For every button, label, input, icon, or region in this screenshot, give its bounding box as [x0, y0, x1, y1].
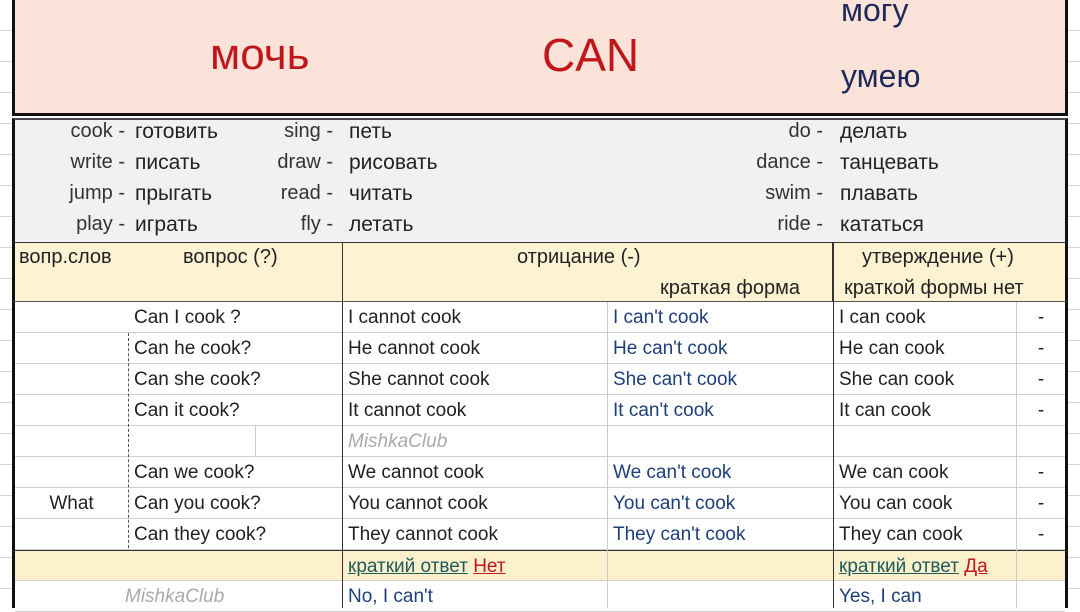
column-divider	[342, 302, 343, 608]
table-row: краткий ответ Нет краткий ответ Да	[15, 550, 1065, 581]
affirmation-cell: It can cook	[839, 400, 931, 421]
short-form-cell: He can't cook	[613, 338, 728, 359]
vocab-en: do -	[788, 120, 823, 142]
column-divider	[607, 302, 608, 608]
affirmation-cell: We can cook	[839, 462, 949, 483]
affirmation-cell: He can cook	[839, 338, 945, 359]
affirmation-cell: I can cook	[839, 307, 926, 328]
vocab-ru: рисовать	[349, 151, 438, 174]
table-row: Can we cook? We cannot cook We can't cook W…	[15, 457, 1065, 488]
vocab-ru: писать	[135, 151, 201, 174]
header-qword: вопр.слов	[19, 246, 112, 268]
vocabulary-block	[12, 118, 1068, 242]
header-affirmation: утверждение (+)	[862, 246, 1014, 268]
affirmation-cell: They can cook	[839, 524, 963, 545]
vocab-ru: играть	[135, 213, 198, 236]
dash-cell: -	[1037, 524, 1045, 545]
column-divider	[1016, 302, 1017, 608]
watermark: MishkaClub	[348, 431, 448, 452]
table-header: вопр.слов вопрос (?) отрицание (-) кратк…	[12, 242, 1068, 303]
short-form-cell: She can't cook	[613, 369, 738, 390]
table-row: MishkaClub No, I can't Yes, I can	[15, 581, 1065, 612]
vocab-ru: кататься	[840, 213, 924, 236]
table-row: MishkaClub	[15, 426, 1065, 457]
negation-cell: It cannot cook	[348, 400, 467, 421]
vocab-en: fly -	[300, 213, 333, 235]
negation-cell: I cannot cook	[348, 307, 462, 328]
short-form-cell: I can't cook	[613, 307, 709, 328]
column-divider	[833, 302, 834, 608]
qword-cell: What	[49, 493, 94, 514]
short-form-cell: They can't cook	[613, 524, 746, 545]
table-row: Can I cook ? I cannot cook I can't cook I c…	[15, 302, 1065, 333]
vocab-en: write -	[70, 151, 125, 173]
short-answer-yes-label: краткий ответ Да	[833, 551, 1066, 582]
vocab-en: read -	[280, 182, 333, 204]
table-row: Can he cook? He cannot cook He can't cook H…	[15, 333, 1065, 364]
table-row: Can it cook? It cannot cook It can't cook I…	[15, 395, 1065, 426]
vocab-en: draw -	[277, 151, 333, 173]
vocab-en: ride -	[777, 213, 823, 235]
header-question: вопрос (?)	[183, 246, 278, 268]
dash-cell: -	[1037, 369, 1045, 390]
vocab-en: dance -	[756, 151, 823, 173]
table-row: Can they cook? They cannot cook They can't…	[15, 519, 1065, 550]
short-answer-yes: Да	[964, 556, 988, 577]
meaning-1: могу	[841, 0, 909, 28]
affirmation-cell: You can cook	[839, 493, 953, 514]
vocab-en: sing -	[284, 120, 333, 142]
title-en: CAN	[542, 29, 640, 81]
question-cell: Can she cook?	[134, 369, 261, 390]
negation-cell: She cannot cook	[348, 369, 490, 390]
vocab-en: jump -	[69, 182, 125, 204]
question-cell: Can we cook?	[134, 462, 255, 483]
vocab-ru: читать	[349, 182, 413, 205]
vocab-ru: готовить	[135, 120, 218, 143]
question-cell: Can they cook?	[134, 524, 267, 545]
short-form-cell: It can't cook	[613, 400, 714, 421]
table-row: Can she cook? She cannot cook She can't co…	[15, 364, 1065, 395]
table-row: What Can you cook? You cannot cook You can'…	[15, 488, 1065, 519]
title-banner: мочь CAN могу умею	[12, 0, 1068, 116]
column-divider	[128, 333, 129, 548]
short-form-cell: You can't cook	[613, 493, 736, 514]
dash-cell: -	[1037, 493, 1045, 514]
vocab-en: cook -	[70, 120, 125, 142]
meaning-2: умею	[841, 58, 921, 94]
affirmation-cell: She can cook	[839, 369, 955, 390]
yes-answer-cell: Yes, I can	[839, 586, 922, 607]
short-form-cell: We can't cook	[613, 462, 732, 483]
negation-cell: We cannot cook	[348, 462, 484, 483]
negation-cell: You cannot cook	[348, 493, 488, 514]
vocab-ru: плавать	[840, 182, 919, 205]
header-negation: отрицание (-)	[517, 246, 641, 268]
dash-cell: -	[1037, 338, 1045, 359]
no-answer-cell: No, I can't	[348, 586, 433, 607]
vocab-ru: танцевать	[840, 151, 939, 174]
dash-cell: -	[1037, 462, 1045, 483]
short-answer-label: краткий ответ	[348, 556, 468, 577]
negation-cell: He cannot cook	[348, 338, 481, 359]
question-cell: Can you cook?	[134, 493, 261, 514]
header-short-form: краткая форма	[660, 277, 800, 299]
question-cell: Can it cook?	[134, 400, 240, 421]
question-cell: Can I cook ?	[134, 307, 241, 328]
vocab-en: play -	[76, 213, 125, 235]
vocab-ru: петь	[349, 120, 392, 143]
question-cell: Can he cook?	[134, 338, 252, 359]
short-answer-no: Нет	[473, 556, 506, 577]
vocab-ru: прыгать	[135, 182, 213, 205]
negation-cell: They cannot cook	[348, 524, 498, 545]
vocab-ru: летать	[349, 213, 414, 236]
short-answer-label: краткий ответ	[839, 556, 959, 577]
short-answer-no-label: краткий ответ Нет	[342, 551, 607, 582]
header-no-short-form: краткой формы нет	[844, 277, 1024, 299]
vocab-ru: делать	[840, 120, 908, 143]
vocab-en: swim -	[765, 182, 823, 204]
watermark: MishkaClub	[125, 586, 225, 607]
title-ru: мочь	[210, 30, 310, 79]
dash-cell: -	[1037, 400, 1045, 421]
dash-cell: -	[1037, 307, 1045, 328]
